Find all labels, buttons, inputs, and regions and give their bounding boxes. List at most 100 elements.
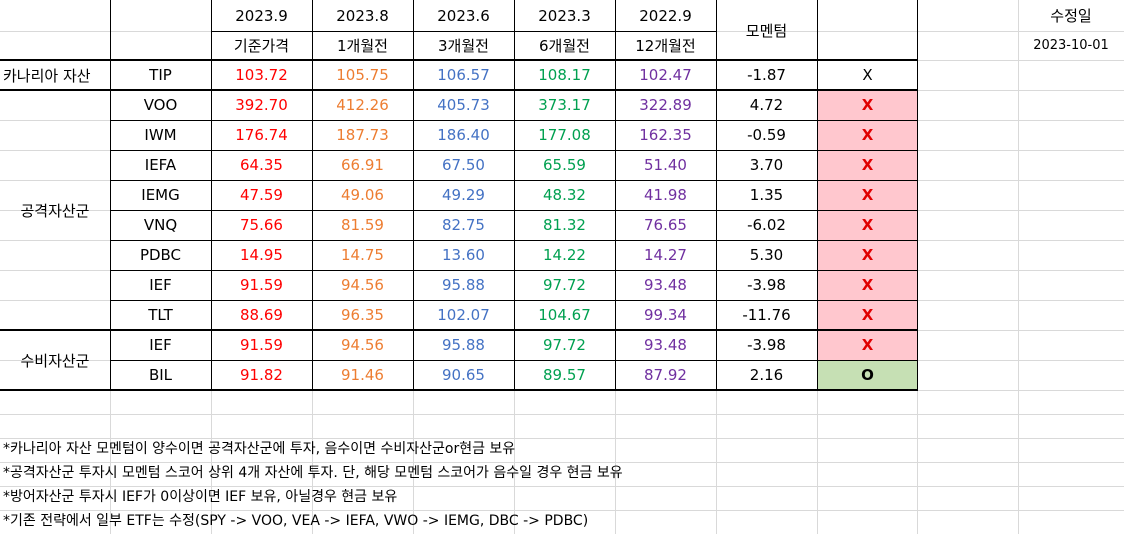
row-1-price-current: 392.70 [235,96,288,114]
table-border [110,360,917,361]
row-5-price-3m: 82.75 [442,216,485,234]
row-0-price-3m: 106.57 [437,66,490,84]
row-6-momentum: 5.30 [749,246,784,264]
group-offense: 공격자산군 [20,201,90,220]
note-3: *방어자산군 투자시 IEF가 0이상이면 IEF 보유, 아닐경우 현금 보유 [3,489,398,505]
table-border [110,120,917,121]
header-date-4: 2022.9 [639,6,692,25]
table-border [0,329,918,331]
row-4-ticker: IEMG [141,186,180,204]
row-7-flag: X [817,270,918,300]
table-border [211,31,716,32]
row-5-price-12m: 76.65 [644,216,687,234]
row-9-price-12m: 93.48 [644,336,687,354]
grid-hline [0,438,1124,439]
row-2-ticker: IWM [144,126,177,144]
row-8-momentum: -11.76 [742,306,791,324]
header-date-1: 2023.8 [336,6,389,25]
table-border [0,89,918,91]
row-8-price-current: 88.69 [240,306,283,324]
table-border [110,180,917,181]
row-4-price-6m: 48.32 [543,186,586,204]
row-9-price-1m: 94.56 [341,336,384,354]
row-3-price-12m: 51.40 [644,156,687,174]
table-border [413,0,414,390]
row-10-price-1m: 91.46 [341,366,384,384]
row-1-price-12m: 322.89 [639,96,692,114]
table-border [110,300,917,301]
row-7-ticker: IEF [149,276,172,294]
row-6-flag: X [817,240,918,270]
note-2: *공격자산군 투자시 모멘텀 스코어 상위 4개 자산에 투자. 단, 해당 모… [3,465,623,481]
table-border [110,270,917,271]
row-4-momentum: 1.35 [749,186,784,204]
row-10-ticker: BIL [148,366,173,384]
grid-hline [0,486,1124,487]
row-10-price-12m: 87.92 [644,366,687,384]
row-1-momentum: 4.72 [749,96,784,114]
row-6-price-current: 14.95 [240,246,283,264]
table-border [110,210,917,211]
row-2-price-1m: 187.73 [336,126,389,144]
row-10-price-current: 91.82 [240,366,283,384]
row-10-price-6m: 89.57 [543,366,586,384]
row-9-ticker: IEF [149,336,172,354]
header-date-0: 2023.9 [235,6,288,25]
row-9-price-current: 91.59 [240,336,283,354]
row-5-flag: X [817,210,918,240]
row-2-momentum: -0.59 [747,126,786,144]
row-8-price-12m: 99.34 [644,306,687,324]
note-4: *기존 전략에서 일부 ETF는 수정(SPY -> VOO, VEA -> I… [3,513,589,529]
row-7-momentum: -3.98 [747,276,786,294]
row-0-flag: X [862,66,873,84]
row-3-ticker: IEFA [144,156,177,174]
table-border [110,240,917,241]
row-9-flag: X [817,330,918,360]
row-7-price-3m: 95.88 [442,276,485,294]
table-border [0,59,918,61]
row-0-ticker: TIP [149,66,172,84]
grid-vline [1018,0,1019,534]
row-8-price-1m: 96.35 [341,306,384,324]
row-1-flag: X [817,90,918,120]
row-3-price-current: 64.35 [240,156,283,174]
row-7-price-12m: 93.48 [644,276,687,294]
row-1-price-6m: 373.17 [538,96,591,114]
header-date-2: 2023.6 [437,6,490,25]
row-10-flag: O [817,360,918,390]
row-7-price-1m: 94.56 [341,276,384,294]
row-2-price-current: 176.74 [235,126,288,144]
row-3-price-6m: 65.59 [543,156,586,174]
row-3-momentum: 3.70 [749,156,784,174]
row-0-price-6m: 108.17 [538,66,591,84]
row-7-price-6m: 97.72 [543,276,586,294]
row-5-price-1m: 81.59 [341,216,384,234]
table-border [0,389,918,391]
header-period-4: 12개월전 [635,37,696,55]
row-5-ticker: VNQ [143,216,178,234]
header-period-1: 1개월전 [337,37,388,55]
modified-label: 수정일 [1050,7,1092,25]
row-5-price-6m: 81.32 [543,216,586,234]
header-period-2: 3개월전 [438,37,489,55]
row-0-momentum: -1.87 [747,66,786,84]
row-4-price-3m: 49.29 [442,186,485,204]
table-border [312,0,313,390]
row-3-flag: X [817,150,918,180]
row-4-flag: X [817,180,918,210]
row-10-momentum: 2.16 [749,366,784,384]
row-3-price-1m: 66.91 [341,156,384,174]
row-5-price-current: 75.66 [240,216,283,234]
row-2-price-6m: 177.08 [538,126,591,144]
header-period-0: 기준가격 [233,37,290,55]
group-defense: 수비자산군 [20,351,90,370]
row-6-price-1m: 14.75 [341,246,384,264]
row-0-price-12m: 102.47 [639,66,692,84]
row-2-price-3m: 186.40 [437,126,490,144]
table-border [817,0,818,390]
momentum-header: 모멘텀 [745,21,788,40]
table-border [917,0,918,390]
row-4-price-12m: 41.98 [644,186,687,204]
row-4-price-current: 47.59 [240,186,283,204]
row-0-price-1m: 105.75 [336,66,389,84]
